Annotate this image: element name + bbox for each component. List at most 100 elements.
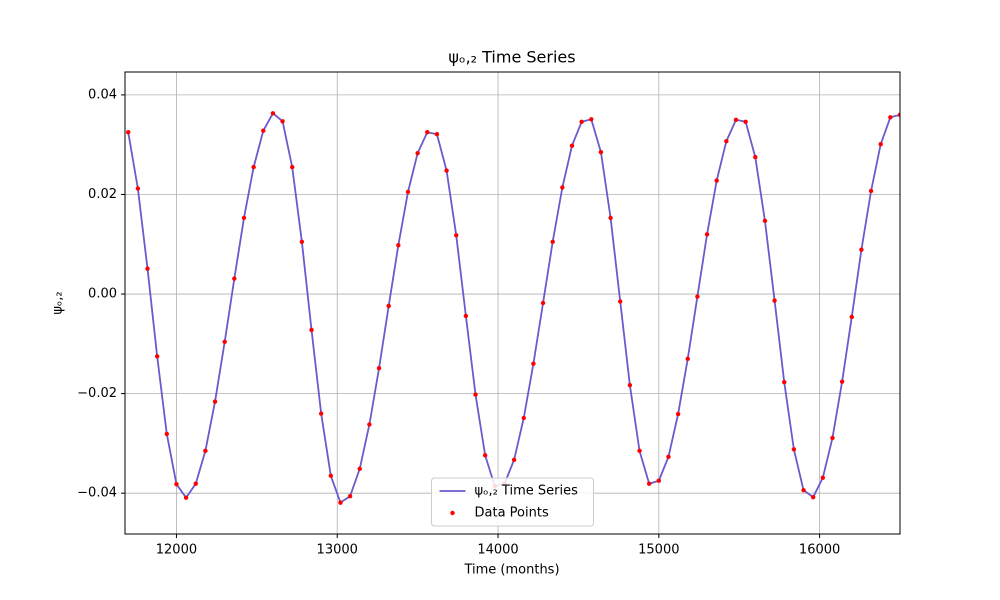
data-point: [415, 150, 420, 156]
data-point: [598, 149, 604, 155]
x-tick-label: 12000: [156, 543, 197, 558]
data-point: [608, 215, 613, 221]
y-tick-label: 0.02: [88, 187, 117, 202]
data-point: [280, 119, 285, 124]
data-point: [434, 132, 440, 137]
y-tick-label: 0.00: [88, 287, 117, 302]
data-point: [589, 117, 594, 122]
plot: [126, 111, 900, 505]
data-point: [482, 453, 488, 458]
data-point: [376, 366, 382, 371]
x-axis-label: Time (months): [463, 563, 559, 578]
data-point: [386, 303, 391, 309]
data-point: [656, 478, 662, 483]
data-point: [511, 457, 517, 463]
data-point: [174, 482, 179, 487]
legend-marker: [450, 510, 455, 516]
data-point: [637, 448, 642, 454]
plot-frame: [124, 71, 901, 535]
data-point: [405, 189, 411, 195]
data-point: [753, 154, 758, 160]
data-point: [550, 239, 555, 244]
data-point: [154, 354, 160, 359]
data-point: [203, 448, 208, 454]
x-tick-label: 16000: [799, 543, 840, 558]
data-point: [212, 399, 218, 404]
y-tick-label: −0.02: [77, 386, 117, 401]
data-point: [897, 112, 900, 118]
data-point: [704, 232, 710, 237]
data-point: [270, 111, 276, 116]
data-point: [521, 415, 526, 421]
data-point: [560, 185, 565, 190]
x-tick-label: 13000: [317, 543, 358, 558]
data-point: [646, 481, 652, 486]
data-point: [820, 475, 826, 480]
data-point: [222, 339, 227, 345]
data-point: [347, 493, 353, 499]
data-point: [193, 481, 198, 486]
data-point: [579, 119, 584, 124]
y-tick-label: −0.04: [77, 486, 117, 501]
data-point: [859, 247, 864, 252]
x-tick-label: 15000: [638, 543, 679, 558]
data-point: [569, 143, 575, 148]
data-point: [338, 500, 343, 505]
data-point: [801, 487, 806, 493]
y-tick-label: 0.04: [88, 87, 117, 102]
data-point: [839, 379, 845, 384]
data-point: [762, 218, 768, 224]
data-point: [627, 382, 633, 388]
data-point: [618, 299, 623, 304]
data-point: [714, 178, 719, 183]
series-line: [127, 111, 900, 505]
data-point: [685, 356, 690, 361]
data-point: [318, 411, 324, 416]
data-point: [328, 473, 334, 478]
data-point: [261, 128, 266, 133]
data-point: [724, 139, 729, 144]
data-point: [444, 168, 449, 173]
data-point: [772, 298, 777, 303]
data-point: [849, 314, 854, 320]
data-point: [540, 300, 546, 306]
legend-box: [431, 477, 594, 527]
data-point: [454, 233, 459, 238]
data-point: [666, 454, 671, 460]
x-tick-label: 14000: [477, 543, 518, 558]
data-point: [878, 141, 883, 147]
y-axis-label: ψₒ,₂: [51, 291, 66, 314]
data-point: [531, 361, 536, 366]
data-point: [743, 119, 748, 124]
data-point: [733, 117, 739, 122]
chart-title: ψₒ,₂ Time Series: [448, 48, 575, 67]
data-point: [309, 327, 314, 333]
legend-label: ψₒ,₂ Time Series: [475, 484, 579, 499]
data-point: [810, 494, 816, 500]
data-point: [473, 392, 478, 397]
data-point: [164, 431, 170, 437]
data-point: [126, 130, 131, 135]
data-point: [299, 239, 305, 244]
data-point: [357, 466, 362, 471]
data-point: [675, 411, 681, 417]
data-point: [695, 294, 700, 299]
data-point: [232, 276, 237, 281]
data-point: [290, 164, 295, 170]
data-point: [425, 130, 430, 135]
data-point: [251, 164, 256, 170]
legend-label: Data Points: [475, 506, 549, 521]
data-point: [782, 379, 787, 385]
data-point: [183, 495, 189, 500]
data-point: [135, 186, 141, 191]
data-point: [791, 447, 797, 452]
data-point: [241, 215, 247, 221]
data-point: [463, 313, 469, 319]
data-point: [367, 422, 372, 427]
data-point: [868, 188, 874, 194]
data-point: [888, 115, 893, 120]
data-point: [830, 435, 835, 441]
data-point: [145, 266, 150, 271]
data-point: [396, 243, 401, 248]
